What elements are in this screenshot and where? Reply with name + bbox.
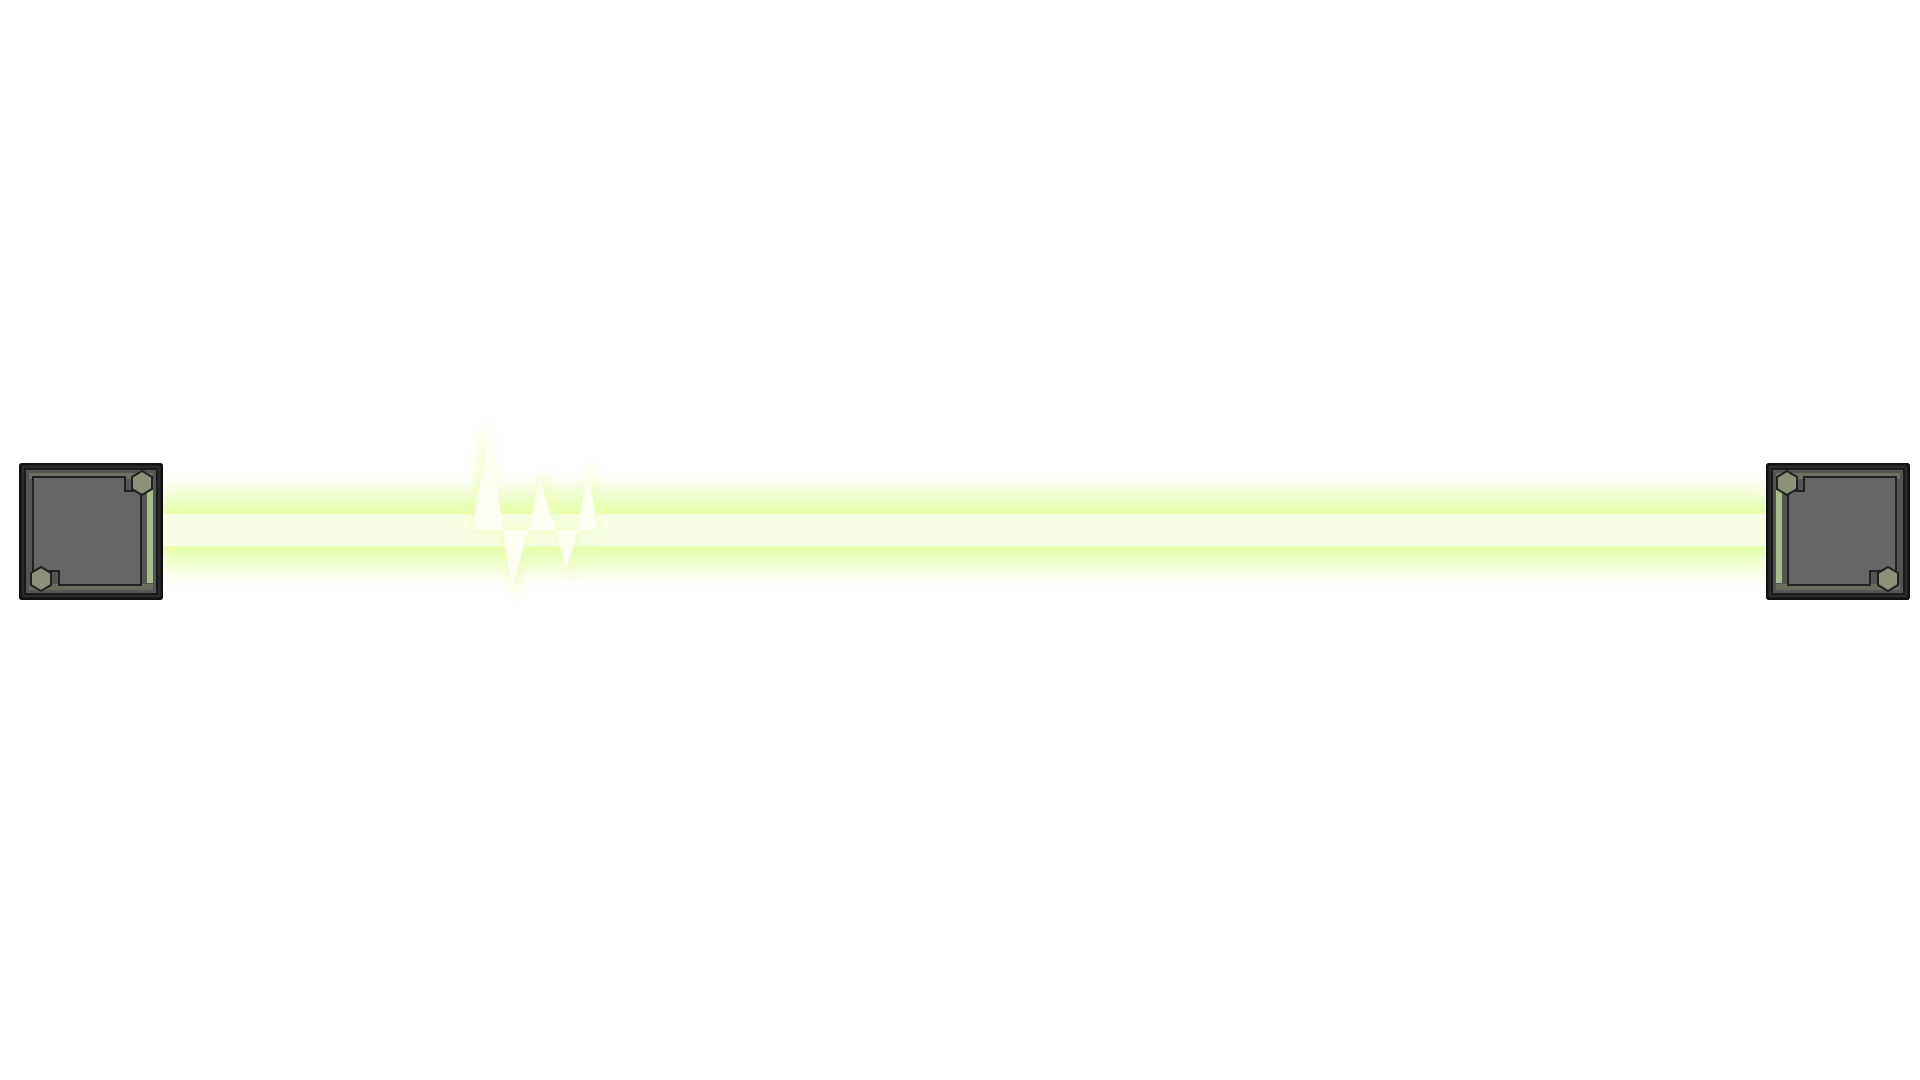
laser-pulse-spikes	[470, 420, 600, 600]
laser-emitter-left	[19, 463, 163, 600]
laser-pulse-core	[472, 430, 598, 590]
laser-beam-core	[160, 514, 1770, 546]
bolt-icon	[131, 469, 153, 497]
emitter-panel	[32, 476, 142, 586]
bolt-icon	[30, 565, 52, 593]
emitter-panel	[1787, 476, 1897, 586]
bolt-icon	[1776, 469, 1798, 497]
bolt-icon	[1877, 565, 1899, 593]
laser-emitter-right	[1766, 463, 1910, 600]
